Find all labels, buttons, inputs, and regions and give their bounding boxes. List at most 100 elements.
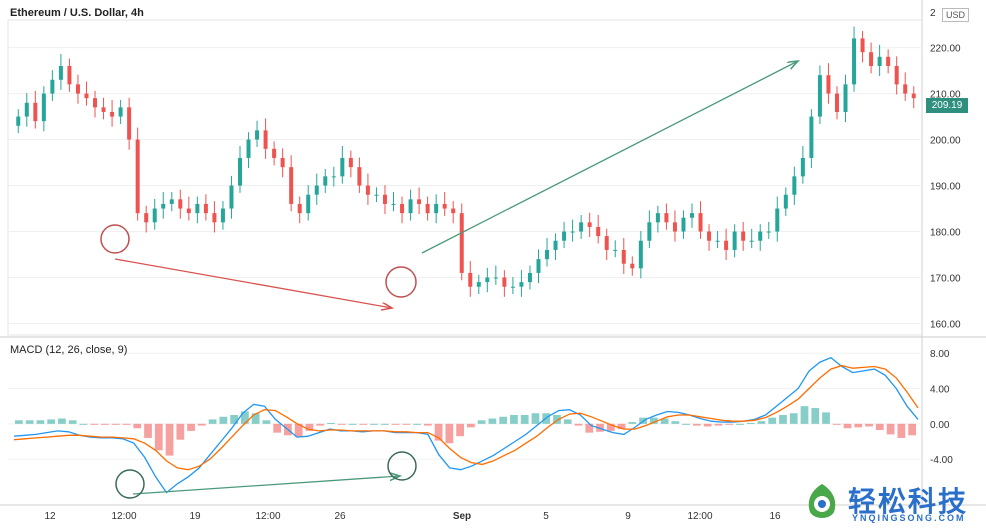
candle	[911, 93, 916, 99]
histogram-bar	[391, 423, 400, 425]
macd-tick-label: -4.00	[930, 455, 953, 466]
histogram-bar	[144, 423, 152, 438]
candle	[843, 84, 848, 112]
candle	[468, 272, 473, 287]
histogram-bar	[251, 413, 260, 424]
candle	[741, 231, 746, 241]
candle	[41, 93, 46, 122]
candle	[630, 263, 635, 269]
histogram-bar	[434, 423, 443, 441]
candle	[33, 102, 38, 122]
candle	[664, 213, 669, 223]
histogram-bar	[510, 415, 518, 424]
candle	[510, 286, 515, 288]
x-tick-label: 12	[44, 511, 56, 522]
candle	[570, 231, 575, 233]
candle	[459, 213, 464, 273]
histogram-bar	[36, 420, 45, 424]
histogram-bar	[305, 423, 314, 431]
candle	[186, 208, 191, 214]
candle	[58, 65, 63, 80]
histogram-bar	[822, 412, 830, 424]
candle	[272, 148, 277, 158]
candle	[246, 139, 251, 158]
leaf-icon	[808, 484, 836, 518]
candle	[690, 213, 694, 218]
histogram-bar	[875, 423, 884, 430]
candle	[587, 222, 592, 227]
histogram-bar	[865, 423, 873, 427]
candle	[16, 116, 21, 126]
histogram-bar	[886, 423, 895, 435]
candle	[613, 249, 618, 251]
histogram-bar	[520, 415, 529, 424]
candle	[758, 231, 763, 241]
candle	[348, 157, 353, 168]
candle	[621, 249, 626, 264]
histogram-bar	[165, 423, 174, 456]
histogram-bar	[746, 422, 755, 424]
x-tick-label: 16	[769, 511, 781, 522]
macd-circle-1	[115, 469, 145, 499]
histogram-bar	[703, 423, 712, 427]
histogram-bar	[671, 421, 680, 424]
candle	[323, 176, 328, 186]
x-tick-label: 5	[543, 511, 549, 522]
candle	[536, 259, 541, 273]
histogram-bar	[854, 423, 863, 428]
candle	[212, 213, 217, 223]
candle	[314, 185, 319, 195]
histogram-bar	[154, 423, 163, 451]
histogram-bar	[230, 415, 238, 424]
histogram-bar	[811, 407, 820, 424]
histogram-bar	[176, 423, 185, 440]
x-tick-label: 12:00	[687, 511, 712, 522]
candle	[476, 282, 481, 287]
candle	[220, 208, 225, 223]
price-tick-label: 160.00	[930, 320, 961, 331]
histogram-bar	[617, 423, 626, 430]
price-tick-label: 220.00	[930, 44, 961, 55]
candle	[425, 203, 430, 214]
histogram-bar	[467, 423, 475, 428]
histogram-bar	[628, 422, 637, 424]
histogram-bar	[79, 423, 88, 425]
histogram-bar	[348, 423, 357, 425]
candle	[340, 157, 345, 177]
candle	[67, 65, 72, 85]
price-axis: 160.00 170.00 180.00 190.00 200.00 210.00 220.…	[930, 8, 961, 331]
histogram-bar	[15, 420, 23, 424]
candle	[707, 231, 712, 241]
candle	[195, 203, 200, 214]
histogram-bar	[101, 423, 109, 425]
x-axis: 12 12:00 19 12:00 26 Sep 5 9 12:00 16	[44, 511, 781, 522]
candle	[434, 203, 439, 214]
x-tick-label: 12:00	[111, 511, 136, 522]
price-tick-label: 210.00	[930, 90, 961, 101]
histogram-bar	[908, 423, 916, 436]
candle	[596, 226, 601, 237]
histogram-bar	[241, 411, 249, 424]
candle	[647, 222, 652, 241]
histogram-bar	[736, 423, 744, 425]
currency-badge[interactable]: USD	[942, 8, 970, 22]
candle	[783, 194, 788, 209]
candle	[365, 185, 370, 195]
candle	[545, 249, 550, 260]
histogram-bar	[660, 418, 669, 424]
candle	[280, 157, 285, 168]
candle	[886, 56, 891, 66]
signal-line	[13, 364, 919, 471]
price-tick-label: 200.00	[930, 136, 961, 147]
candle	[834, 93, 839, 112]
candle	[451, 208, 456, 214]
macd-tick-label: 4.00	[930, 385, 950, 396]
candle	[715, 240, 720, 242]
histogram-bar	[477, 420, 486, 424]
candle	[442, 203, 447, 209]
watermark-main: 轻松科技	[848, 485, 969, 518]
histogram-bar	[768, 417, 777, 424]
candle	[50, 79, 55, 94]
candle	[502, 277, 507, 287]
last-price-badge: 209.19	[926, 98, 968, 113]
